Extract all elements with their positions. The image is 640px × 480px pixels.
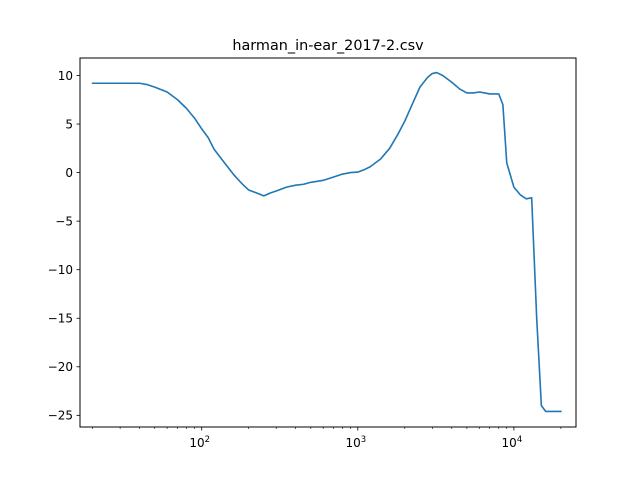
y-tick-label: 0 (65, 166, 73, 180)
y-tick-label: −10 (48, 263, 73, 277)
x-axis: 102 103 104 (92, 427, 562, 450)
y-tick-label: 10 (58, 69, 73, 83)
y-tick-label: −15 (48, 312, 73, 326)
plot-area (91, 71, 562, 413)
series-line-0 (91, 71, 562, 413)
y-axis: 10 5 0 −5 −10 −15 −20 −25 (48, 69, 80, 423)
x-tick-label: 102 (189, 435, 210, 450)
y-tick-label: −5 (55, 214, 73, 228)
y-tick-label: −25 (48, 409, 73, 423)
y-tick-label: 5 (65, 117, 73, 131)
x-tick-label: 104 (502, 435, 523, 450)
x-tick-label: 103 (345, 435, 366, 450)
y-tick-label: −20 (48, 360, 73, 374)
chart-title: harman_in-ear_2017-2.csv (232, 38, 424, 54)
axes-frame (79, 57, 577, 428)
